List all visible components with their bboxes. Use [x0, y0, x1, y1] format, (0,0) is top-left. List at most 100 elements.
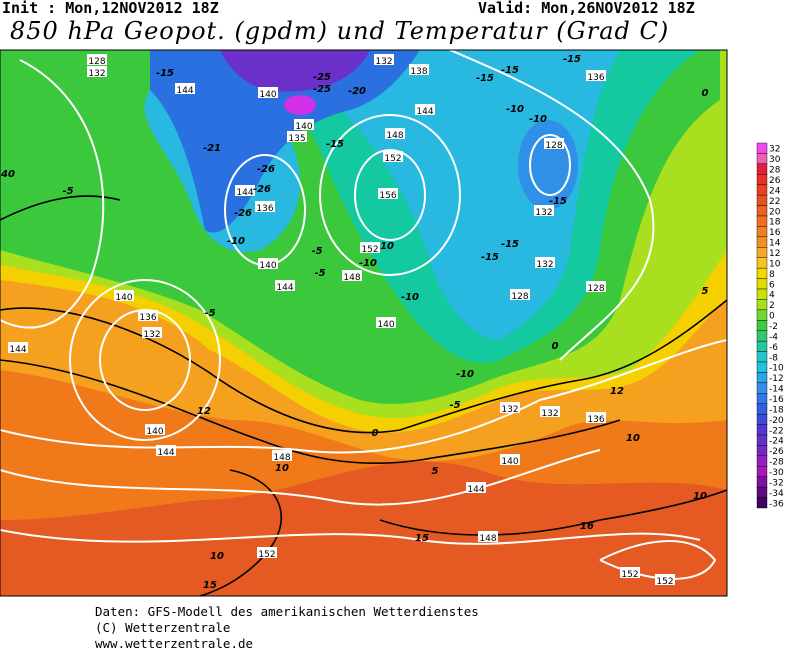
colorbar-swatch: [756, 455, 768, 467]
colorbar-swatch: [756, 340, 768, 352]
temperature-label: -10: [359, 258, 377, 269]
geopotential-label: 148: [386, 131, 403, 141]
temperature-label: -10: [506, 104, 524, 115]
geopotential-label: 156: [379, 191, 396, 201]
colorbar-swatch: [756, 174, 768, 185]
colorbar-label: -2: [769, 322, 778, 332]
geopotential-label: 140: [146, 427, 163, 437]
colorbar-label: -22: [769, 426, 784, 436]
label-box: [374, 54, 394, 65]
label-box: [620, 567, 640, 578]
colorbar-label: 6: [769, 280, 775, 290]
colorbar-swatch: [756, 194, 768, 206]
label-box: [294, 119, 314, 130]
temperature-label: 5: [702, 286, 709, 297]
temperature-label: 12: [610, 386, 624, 397]
colorbar-swatch: [756, 361, 768, 373]
label-box: [540, 406, 560, 417]
label-box: [378, 188, 398, 199]
colorbar-swatch: [756, 309, 768, 321]
geopotential-label: 140: [259, 90, 276, 100]
colorbar-swatch: [756, 486, 768, 498]
geopotential-label: 135: [288, 134, 305, 144]
geopotential-label: 144: [9, 345, 26, 355]
footer-line: Daten: GFS-Modell des amerikanischen Wet…: [95, 604, 479, 619]
colorbar-swatch: [756, 320, 768, 331]
colorbar-swatch: [756, 163, 768, 175]
colorbar-swatch: [756, 226, 768, 238]
geopotential-label: 128: [511, 292, 528, 302]
geopotential-label: 132: [501, 405, 518, 415]
label-box: [156, 445, 176, 456]
geopotential-label: 128: [88, 57, 105, 67]
geopotential-label: 152: [361, 245, 378, 255]
footer-line: www.wetterzentrale.de: [95, 636, 254, 648]
temperature-label: -15: [326, 139, 344, 150]
colorbar-swatch: [756, 424, 768, 436]
colorbar-label: 22: [769, 197, 780, 207]
colorbar-swatch: [756, 403, 768, 415]
temperature-label: -15: [481, 252, 499, 263]
temperature-label: -5: [311, 246, 322, 257]
temperature-label: 40: [0, 169, 15, 180]
colorbar-swatch: [756, 247, 768, 258]
geopotential-label: 144: [276, 283, 293, 293]
map-frame: [0, 49, 728, 597]
colorbar-swatch: [756, 445, 768, 457]
temperature-label: -15: [549, 196, 567, 207]
colorbar-swatch: [756, 382, 768, 394]
colorbar-label: 8: [769, 270, 775, 280]
colorbar-label: -30: [769, 468, 784, 478]
temperature-label: 15: [203, 580, 217, 591]
colorbar-label: -16: [769, 395, 784, 405]
colorbar-swatch: [756, 299, 768, 311]
colorbar-label: -8: [769, 353, 778, 363]
label-box: [114, 290, 134, 301]
label-box: [409, 64, 429, 75]
label-box: [535, 257, 555, 268]
geopotential-label: 152: [656, 577, 673, 587]
colorbar-label: 2: [769, 301, 775, 311]
temperature-label: -5: [314, 268, 325, 279]
colorbar-swatch: [756, 153, 768, 165]
label-box: [360, 242, 380, 253]
temperature-label: 10: [626, 433, 640, 444]
label-box: [257, 547, 277, 558]
temperature-label: -15: [501, 239, 519, 250]
temperature-label: -10: [376, 241, 394, 252]
temperature-label: -10: [529, 114, 547, 125]
temperature-label: 10: [275, 463, 289, 474]
geopotential-label: 132: [143, 330, 160, 340]
map-title: 850 hPa Geopot. (gpdm) und Temperatur (G…: [10, 17, 670, 45]
temperature-label: 10: [693, 491, 707, 502]
geopotential-label: 136: [256, 204, 273, 214]
label-box: [258, 87, 278, 98]
temperature-label: -26: [234, 208, 252, 219]
temperature-label: 0: [372, 428, 379, 439]
label-box: [586, 281, 606, 292]
colorbar-swatch: [756, 257, 768, 269]
label-box: [138, 310, 158, 321]
temperature-label: -15: [563, 54, 581, 65]
label-box: [272, 450, 292, 461]
geopotential-label: 132: [541, 409, 558, 419]
colorbar-label: 24: [769, 186, 781, 196]
colorbar-label: -36: [769, 499, 784, 509]
geopotential-label: 148: [273, 453, 290, 463]
colorbar-label: -18: [769, 405, 784, 415]
temperature-label: 16: [580, 521, 594, 532]
colorbar-swatch: [756, 278, 768, 290]
colorbar-swatch: [756, 142, 768, 154]
label-box: [655, 574, 675, 585]
colorbar-swatch: [756, 184, 768, 196]
geopotential-label: 152: [621, 570, 638, 580]
colorbar-label: -32: [769, 478, 784, 488]
colorbar-swatch: [756, 413, 768, 425]
colorbar-label: 20: [769, 207, 781, 217]
geopotential-label: 152: [258, 550, 275, 560]
temperature-label: -25: [313, 84, 331, 95]
label-box: [376, 317, 396, 328]
geopotential-label: 144: [176, 86, 193, 96]
